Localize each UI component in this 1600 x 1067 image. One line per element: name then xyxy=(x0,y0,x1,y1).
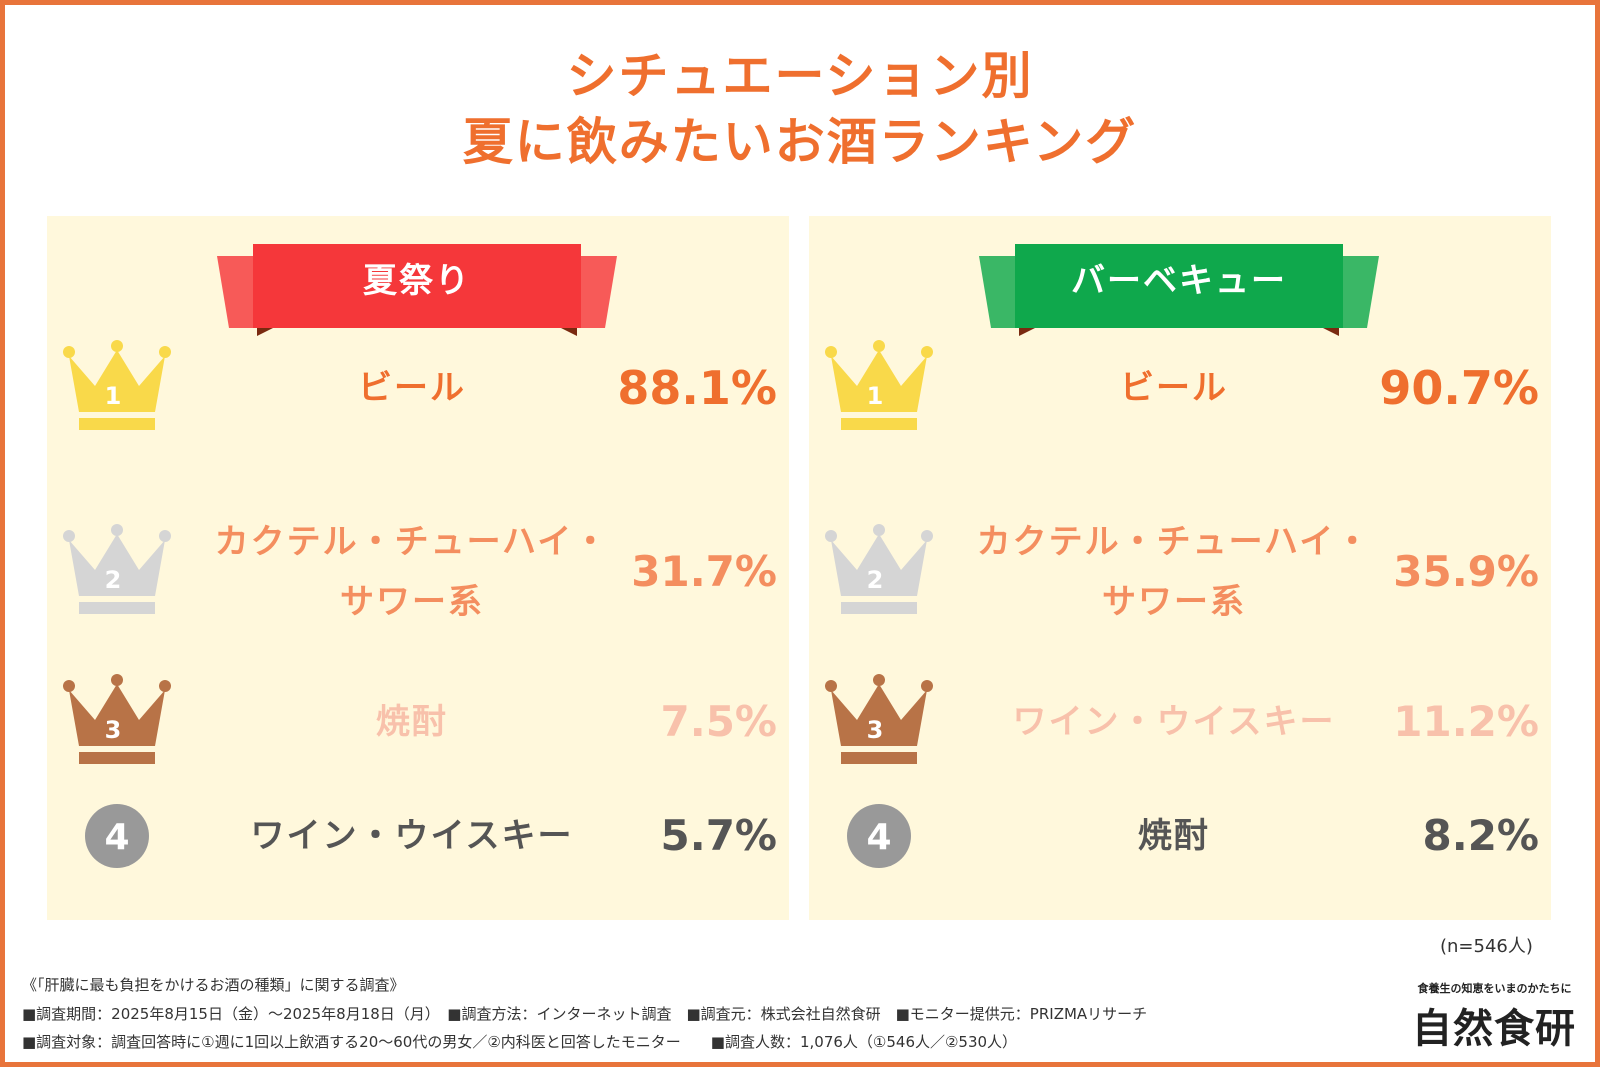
rank-2-crown-icon: 2 xyxy=(63,524,171,614)
rank-1-percent: 90.7% xyxy=(1379,361,1539,415)
rank-3-percent: 7.5% xyxy=(660,697,777,746)
rank-1-label-line1: ビール xyxy=(1120,368,1228,408)
rank-2-label: カクテル・チューハイ・ サワー系 xyxy=(192,512,632,632)
rank-3-label-line1: 焼酎 xyxy=(376,702,448,742)
rank-2-crown-icon: 2 xyxy=(825,524,933,614)
svg-text:2: 2 xyxy=(105,566,122,594)
sample-size: (n=546人) xyxy=(1440,936,1533,957)
ranking-panel-summer-festival: 夏祭り 1 ビール 88.1% 2 カクテル・チューハイ・ サワー系 31.7% 3 焼酎 7.5… xyxy=(47,216,789,920)
rank-3-percent: 11.2% xyxy=(1393,697,1539,746)
panel-title: バーベキュー xyxy=(1071,261,1287,301)
svg-text:4: 4 xyxy=(104,817,129,858)
svg-text:3: 3 xyxy=(867,716,884,744)
svg-text:1: 1 xyxy=(867,382,884,410)
rank-4-circle-icon: 4 xyxy=(85,804,149,868)
rank-1-crown-icon: 1 xyxy=(63,340,171,430)
rank-4-label: 焼酎 xyxy=(954,806,1394,866)
panel-title: 夏祭り xyxy=(363,261,471,301)
rank-3-crown-icon: 3 xyxy=(63,674,171,764)
svg-text:4: 4 xyxy=(866,817,891,858)
rank-1-crown-icon: 1 xyxy=(825,340,933,430)
ranking-panel-barbecue: バーベキュー 1 ビール 90.7% 2 カクテル・チューハイ・ サワー系 35.9% 3 ワイ… xyxy=(809,216,1551,920)
rank-2-label: カクテル・チューハイ・ サワー系 xyxy=(954,512,1394,632)
page-title-line1: シチュエーション別 xyxy=(566,47,1034,105)
rank-4-percent: 8.2% xyxy=(1422,811,1539,860)
survey-details-1: ■調査期間：2025年8月15日（金）～2025年8月18日（月） ■調査方法：… xyxy=(22,1005,1148,1023)
ribbon-banner xyxy=(979,244,1379,336)
rank-1-label-line1: ビール xyxy=(358,368,466,408)
rank-1-percent: 88.1% xyxy=(617,361,777,415)
rank-2-percent: 31.7% xyxy=(631,547,777,596)
page-title-line2: 夏に飲みたいお酒ランキング xyxy=(462,113,1138,171)
rank-3-crown-icon: 3 xyxy=(825,674,933,764)
logo-tagline: 食養生の知恵をいまのかたちに xyxy=(1417,982,1572,995)
rank-1-label: ビール xyxy=(954,358,1394,418)
company-logo: 自然食研 xyxy=(1412,1006,1576,1052)
rank-2-label-line1: カクテル・チューハイ・ xyxy=(214,522,610,562)
rank-3-label: 焼酎 xyxy=(192,692,632,752)
rank-4-circle-icon: 4 xyxy=(847,804,911,868)
rank-4-label-line1: 焼酎 xyxy=(1138,816,1210,856)
rank-4-label: ワイン・ウイスキー xyxy=(192,806,632,866)
rank-3-label: ワイン・ウイスキー xyxy=(954,692,1394,752)
rank-2-percent: 35.9% xyxy=(1393,547,1539,596)
rank-2-label-line2: サワー系 xyxy=(340,582,484,622)
svg-text:1: 1 xyxy=(105,382,122,410)
rank-1-label: ビール xyxy=(192,358,632,418)
rank-4-percent: 5.7% xyxy=(660,811,777,860)
rank-2-label-line1: カクテル・チューハイ・ xyxy=(976,522,1372,562)
rank-4-label-line1: ワイン・ウイスキー xyxy=(250,816,574,856)
svg-text:3: 3 xyxy=(105,716,122,744)
rank-2-label-line2: サワー系 xyxy=(1102,582,1246,622)
ribbon-banner xyxy=(217,244,617,336)
survey-details-2: ■調査対象：調査回答時に①週に1回以上飲酒する20～60代の男女／②内科医と回答… xyxy=(22,1033,1018,1051)
svg-text:2: 2 xyxy=(867,566,884,594)
rank-3-label-line1: ワイン・ウイスキー xyxy=(1012,702,1336,742)
survey-title: 《「肝臓に最も負担をかけるお酒の種類」に関する調査》 xyxy=(22,976,405,994)
